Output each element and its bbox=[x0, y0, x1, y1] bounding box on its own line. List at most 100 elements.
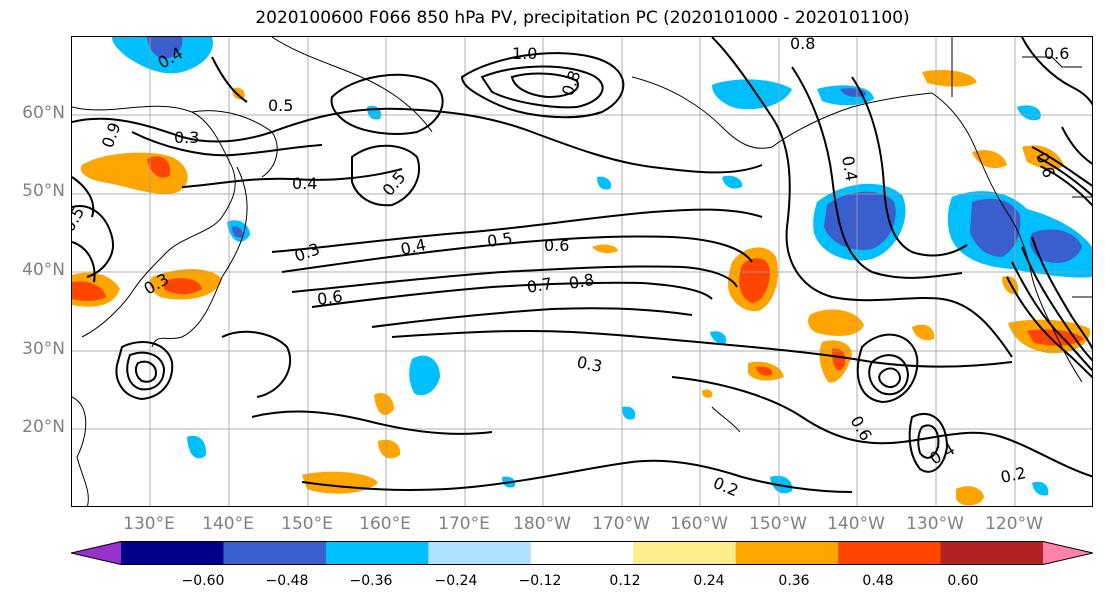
colorbar-tick-label: 0.36 bbox=[778, 573, 810, 589]
contour-line bbox=[271, 208, 763, 253]
colorbar-segment bbox=[121, 541, 224, 565]
colorbar-segment bbox=[428, 541, 532, 565]
precip-blob bbox=[80, 152, 188, 194]
contour-line bbox=[878, 367, 902, 388]
colorbar-svg bbox=[70, 541, 1094, 565]
contour-line bbox=[301, 459, 853, 493]
map-title: 2020100600 F066 850 hPa PV, precipitatio… bbox=[255, 8, 910, 28]
contour-label: 0.7 bbox=[525, 274, 553, 297]
precip-blob bbox=[409, 355, 440, 396]
contour-line bbox=[460, 52, 625, 119]
precip-blob bbox=[922, 69, 977, 87]
colorbar-tick-label: −0.48 bbox=[265, 573, 309, 589]
contour-line bbox=[917, 424, 940, 459]
contour-line bbox=[1036, 156, 1092, 197]
colorbar-tick-label: 0.60 bbox=[947, 573, 979, 589]
colorbar-tick-label: 0.48 bbox=[862, 573, 894, 589]
contour-label: 0.3 bbox=[292, 239, 322, 266]
precip-blob bbox=[592, 244, 618, 254]
colorbar-segments bbox=[70, 541, 1094, 565]
contour-line bbox=[1021, 37, 1092, 106]
precip-blob bbox=[187, 435, 207, 459]
lat-label-60n: 60°N bbox=[22, 103, 65, 123]
precip-blob bbox=[1030, 229, 1082, 263]
colorbar-segment bbox=[838, 541, 942, 565]
colorbar-segment bbox=[633, 541, 737, 565]
precip-blob bbox=[1017, 105, 1041, 121]
colorbar-segment bbox=[735, 541, 839, 565]
precip-shading bbox=[72, 37, 1092, 506]
lon-label-140e: 140°E bbox=[202, 514, 254, 534]
precip-blob bbox=[832, 348, 846, 371]
contour-label: 0.6 bbox=[316, 287, 344, 309]
contour-label: 0.9 bbox=[98, 120, 125, 150]
colorbar-extend-low bbox=[71, 541, 121, 565]
contour-line bbox=[72, 176, 95, 218]
colorbar-tick-label: −0.12 bbox=[518, 573, 562, 589]
contour-line bbox=[1031, 146, 1092, 187]
contour-label: 0.4 bbox=[927, 439, 959, 468]
contour-line bbox=[291, 265, 738, 293]
precip-blob bbox=[374, 392, 394, 416]
contour-line bbox=[1041, 166, 1092, 207]
lat-label-40n: 40°N bbox=[22, 260, 65, 280]
colorbar-segment bbox=[325, 541, 429, 565]
precip-blob bbox=[739, 258, 770, 303]
contour-line bbox=[1061, 126, 1092, 165]
contour-label: 0.2 bbox=[711, 473, 742, 500]
contour-label: 0.6 bbox=[544, 236, 569, 255]
contour-label: 0.5 bbox=[268, 96, 293, 115]
precip-blob bbox=[164, 278, 202, 295]
contour-label: 0.2 bbox=[999, 463, 1028, 487]
contour-line bbox=[1031, 236, 1092, 350]
contour-line bbox=[181, 168, 403, 188]
contour-line bbox=[72, 107, 763, 174]
colorbar-segment bbox=[223, 541, 327, 565]
contour-line bbox=[126, 351, 166, 391]
contour-label: 0.4 bbox=[292, 174, 317, 193]
contour-label: 0.5 bbox=[486, 229, 514, 251]
contour-label: 0.4 bbox=[838, 154, 861, 182]
contour-line bbox=[851, 76, 968, 257]
precip-blob bbox=[1027, 329, 1084, 346]
lon-label-160w: 160°W bbox=[670, 514, 728, 534]
precip-blob bbox=[808, 309, 864, 336]
precip-blob bbox=[378, 439, 401, 459]
lon-label-170e: 170°E bbox=[438, 514, 490, 534]
contour-line bbox=[72, 205, 114, 278]
colorbar bbox=[70, 541, 1094, 565]
contour-line bbox=[72, 241, 96, 283]
contour-line bbox=[311, 281, 713, 308]
precip-blob bbox=[710, 331, 727, 344]
colorbar-tick-label: −0.36 bbox=[349, 573, 393, 589]
lon-label-150e: 150°E bbox=[281, 514, 333, 534]
contour-line bbox=[908, 412, 949, 473]
lon-label-130e: 130°E bbox=[123, 514, 175, 534]
precip-blob bbox=[756, 366, 773, 376]
precip-blob bbox=[912, 324, 935, 341]
colorbar-segment bbox=[940, 541, 1044, 565]
precip-blob bbox=[597, 176, 612, 190]
contour-label: 0.5 bbox=[72, 203, 88, 235]
contour-line bbox=[868, 354, 910, 396]
contour-label: 0.3 bbox=[575, 352, 604, 376]
contour-line bbox=[791, 66, 963, 279]
contour-line bbox=[1011, 261, 1092, 372]
precip-blob bbox=[824, 191, 896, 250]
contour-line bbox=[221, 330, 292, 398]
lat-label-20n: 20°N bbox=[22, 417, 65, 437]
contour-label: 0.8 bbox=[558, 68, 585, 98]
colorbar-segment bbox=[530, 541, 634, 565]
contour-line bbox=[251, 410, 493, 435]
precip-blob bbox=[147, 37, 183, 59]
contour-line bbox=[281, 235, 753, 273]
map-panel[interactable]: 1.0 0.8 0.5 0.3 0.4 0.5 0.3 0.4 0.5 0.6 … bbox=[71, 36, 1093, 507]
contour-line bbox=[856, 333, 919, 404]
contour-line bbox=[711, 37, 1013, 358]
contour-line bbox=[211, 56, 248, 103]
contour-line bbox=[1021, 246, 1092, 362]
contour-label: 0.8 bbox=[790, 37, 815, 53]
contour-label: 0.8 bbox=[567, 270, 595, 293]
contour-line bbox=[134, 360, 158, 383]
precip-blob bbox=[1022, 145, 1064, 170]
